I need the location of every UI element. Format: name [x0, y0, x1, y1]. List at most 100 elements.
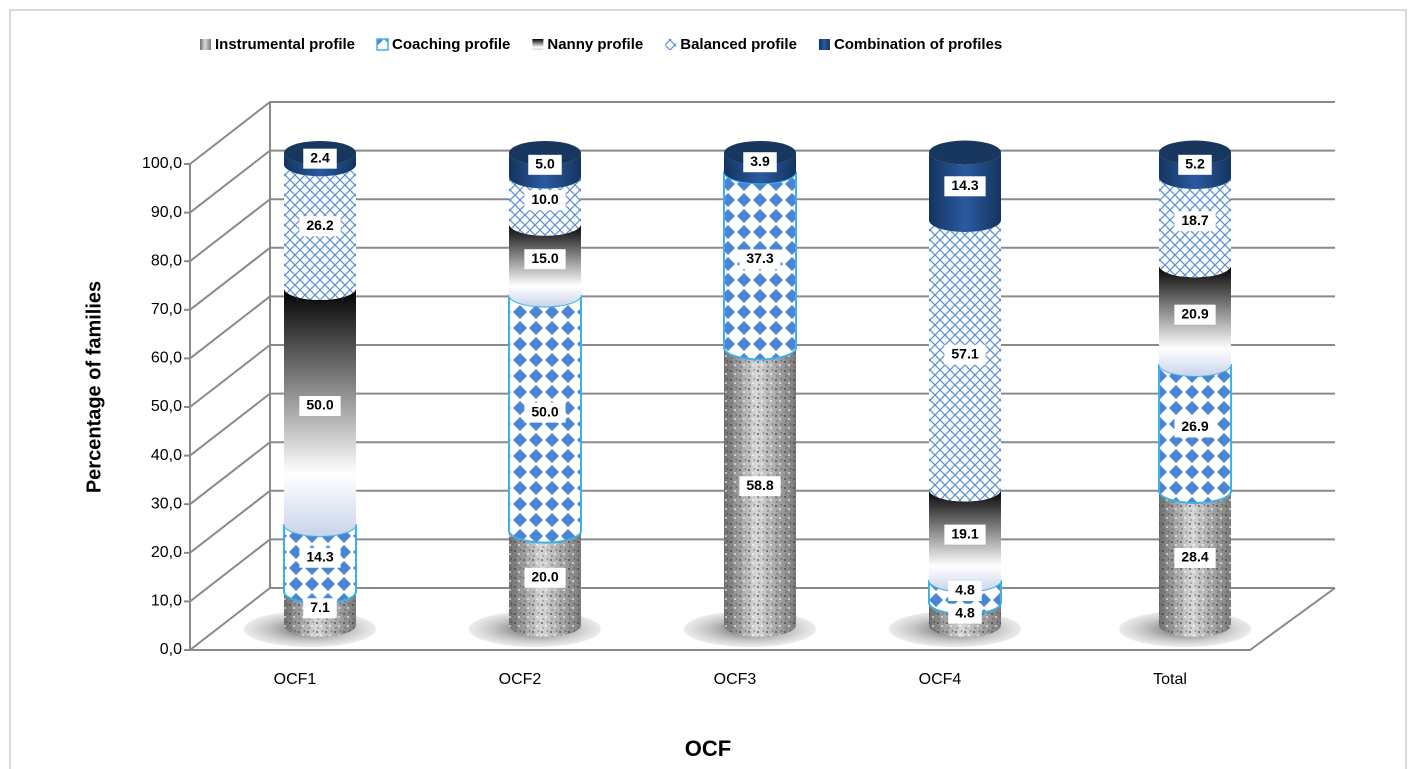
legend-label: Instrumental profile — [215, 36, 355, 53]
data-label-box — [303, 148, 337, 169]
data-label: 50.0 — [299, 395, 341, 416]
data-label-box — [948, 603, 982, 624]
data-label: 3.9 — [743, 152, 777, 173]
data-label: 58.8 — [739, 476, 781, 497]
data-label-box — [739, 476, 781, 497]
data-label: 15.0 — [524, 249, 566, 270]
x-tick-label: OCF3 — [714, 671, 757, 688]
data-label-box — [1174, 211, 1216, 232]
data-label-box — [1174, 304, 1216, 325]
cylinder-segment — [284, 153, 356, 177]
y-tick-label: 10,0 — [151, 593, 182, 610]
data-label: 5.0 — [528, 154, 562, 175]
legend-swatch — [665, 39, 677, 50]
data-label-text: 58.8 — [746, 477, 773, 493]
data-label-text: 28.4 — [1181, 549, 1208, 565]
cylinder-top — [929, 140, 1001, 165]
data-label-box — [948, 581, 982, 602]
data-label-text: 10.0 — [531, 191, 558, 207]
data-label-text: 57.1 — [951, 345, 978, 361]
data-label-text: 19.1 — [951, 525, 978, 541]
data-label-box — [524, 567, 566, 588]
data-label-text: 5.2 — [1185, 156, 1205, 172]
data-label-text: 26.2 — [306, 217, 333, 233]
legend-swatch — [200, 39, 211, 50]
y-tick-label: 90,0 — [151, 204, 182, 221]
data-label: 5.2 — [1178, 154, 1212, 175]
legend-label: Coaching profile — [392, 36, 510, 53]
data-label-box — [944, 524, 986, 545]
data-label: 20.9 — [1174, 304, 1216, 325]
data-label: 28.4 — [1174, 547, 1216, 568]
data-label-text: 26.9 — [1181, 418, 1208, 434]
data-label-text: 14.3 — [306, 548, 333, 564]
legend-swatch — [532, 39, 544, 50]
data-label-text: 4.8 — [955, 604, 975, 620]
y-tick-label: 50,0 — [151, 398, 182, 415]
data-label-text: 5.0 — [535, 156, 555, 172]
data-label-box — [524, 249, 566, 270]
data-label-text: 15.0 — [531, 250, 558, 266]
legend-swatch — [376, 38, 389, 51]
y-tick-label: 100,0 — [142, 155, 182, 172]
x-tick-label: OCF4 — [919, 671, 962, 688]
data-label-box — [524, 402, 566, 423]
data-label-box — [1174, 417, 1216, 438]
cylinder-top — [1159, 140, 1231, 165]
data-label-text: 20.9 — [1181, 305, 1208, 321]
data-label: 14.3 — [944, 176, 986, 197]
data-label: 50.0 — [524, 402, 566, 423]
data-label-box — [299, 395, 341, 416]
data-label: 57.1 — [944, 344, 986, 365]
x-tick-label: Total — [1153, 671, 1187, 688]
data-label-box — [743, 152, 777, 173]
data-label-text: 20.0 — [531, 569, 558, 585]
y-tick-label: 20,0 — [151, 544, 182, 561]
data-label-text: 4.8 — [955, 582, 975, 598]
data-label: 26.9 — [1174, 417, 1216, 438]
data-label-text: 2.4 — [310, 149, 330, 165]
y-tick-label: 70,0 — [151, 301, 182, 318]
axis-wall — [189, 102, 1336, 651]
legend-label: Nanny profile — [547, 36, 643, 53]
data-label-box — [1174, 547, 1216, 568]
data-label-box — [944, 344, 986, 365]
y-tick-label: 60,0 — [151, 350, 182, 367]
legend-label: Balanced profile — [680, 36, 797, 53]
data-label-text: 18.7 — [1181, 212, 1208, 228]
data-label-box — [739, 249, 781, 270]
data-label: 2.4 — [303, 148, 337, 169]
y-tick-label: 80,0 — [151, 252, 182, 269]
x-axis-title: OCF — [685, 736, 731, 761]
data-label-box — [303, 598, 337, 619]
x-tick-label: OCF2 — [499, 671, 542, 688]
data-label: 20.0 — [524, 567, 566, 588]
y-tick-label: 30,0 — [151, 495, 182, 512]
y-axis-title: Percentage of families — [83, 281, 105, 493]
data-label: 7.1 — [303, 598, 337, 619]
data-label-box — [528, 154, 562, 175]
data-label-box — [944, 176, 986, 197]
legend-label: Combination of profiles — [834, 36, 1002, 53]
data-label-box — [1178, 154, 1212, 175]
data-label-text: 50.0 — [306, 397, 333, 413]
data-label: 37.3 — [739, 249, 781, 270]
data-label-text: 14.3 — [951, 177, 978, 193]
data-label-box — [299, 216, 341, 237]
data-label-text: 50.0 — [531, 403, 558, 419]
data-label: 4.8 — [948, 603, 982, 624]
y-tick-label: 0,0 — [160, 641, 182, 658]
data-label: 14.3 — [299, 547, 341, 568]
data-label: 4.8 — [948, 581, 982, 602]
data-label: 10.0 — [524, 190, 566, 211]
data-label: 19.1 — [944, 524, 986, 545]
data-label: 18.7 — [1174, 211, 1216, 232]
legend: Instrumental profile Coaching profile Nann… — [200, 36, 1002, 53]
data-label-box — [299, 547, 341, 568]
x-tick-label: OCF1 — [274, 671, 317, 688]
legend-swatch — [818, 39, 830, 50]
data-label-text: 37.3 — [746, 250, 773, 266]
y-tick-label: 40,0 — [151, 447, 182, 464]
data-label: 26.2 — [299, 216, 341, 237]
